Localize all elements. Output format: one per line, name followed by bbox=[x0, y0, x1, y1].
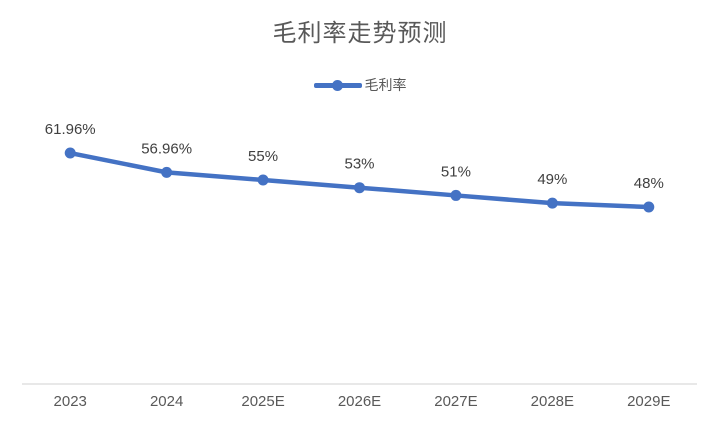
x-axis-label: 2028E bbox=[531, 393, 574, 410]
data-point-marker bbox=[64, 147, 76, 159]
x-axis-label: 2024 bbox=[150, 393, 183, 410]
data-point-marker bbox=[450, 189, 462, 201]
data-point-marker bbox=[354, 182, 365, 194]
legend-dot-icon bbox=[332, 79, 343, 91]
legend-label: 毛利率 bbox=[364, 77, 407, 93]
data-point-marker bbox=[546, 197, 558, 209]
data-label: 55% bbox=[248, 148, 278, 165]
data-label: 49% bbox=[537, 171, 567, 188]
x-axis-label: 2023 bbox=[54, 393, 87, 410]
x-axis-label: 2026E bbox=[338, 393, 381, 410]
data-label: 51% bbox=[441, 163, 471, 180]
data-point-marker bbox=[643, 201, 655, 213]
data-label: 53% bbox=[344, 156, 374, 173]
x-axis-label: 2025E bbox=[241, 393, 284, 410]
x-axis-label: 2029E bbox=[627, 393, 670, 410]
data-label: 48% bbox=[634, 175, 664, 192]
legend-line-marker-icon bbox=[313, 78, 362, 92]
data-point-marker bbox=[161, 166, 173, 178]
data-label: 61.96% bbox=[45, 121, 96, 138]
chart-title: 毛利率走势预测 bbox=[272, 20, 448, 47]
legend: 毛利率 bbox=[0, 75, 720, 95]
data-point-marker bbox=[257, 174, 269, 186]
x-axis-label: 2027E bbox=[434, 393, 477, 410]
data-label: 56.96% bbox=[141, 140, 192, 157]
